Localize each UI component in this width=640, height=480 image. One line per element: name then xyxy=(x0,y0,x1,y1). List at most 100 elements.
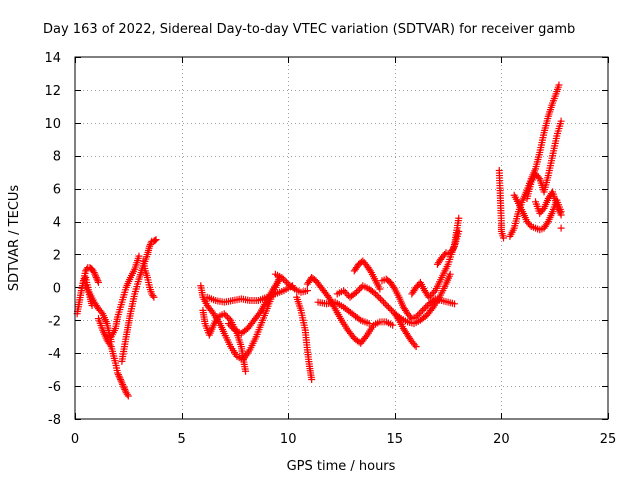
data-series-arc-25 xyxy=(523,117,565,203)
data-series-arc-27 xyxy=(557,224,565,232)
data-point xyxy=(378,297,386,305)
data-point xyxy=(341,288,349,296)
y-tick-label: 6 xyxy=(53,183,61,198)
data-series-arc-19 xyxy=(391,310,420,351)
data-point xyxy=(430,296,438,304)
data-point xyxy=(557,117,565,125)
data-point xyxy=(422,303,430,311)
data-point xyxy=(146,241,154,249)
data-series-arc-13 xyxy=(293,293,316,384)
data-point xyxy=(380,298,388,306)
data-point xyxy=(388,306,396,314)
data-point xyxy=(417,308,425,316)
data-point xyxy=(352,288,360,296)
y-axis-label: SDTVAR / TECUs xyxy=(7,185,22,292)
data-point xyxy=(340,287,348,295)
data-point xyxy=(500,234,508,242)
x-axis-label: GPS time / hours xyxy=(287,459,396,474)
data-point xyxy=(308,376,316,384)
x-tick-label: 15 xyxy=(387,432,404,447)
data-series-arc-02 xyxy=(77,264,102,295)
data-point xyxy=(279,275,287,283)
data-series-arc-26 xyxy=(532,188,565,219)
data-point xyxy=(390,283,398,291)
data-series-arc-20 xyxy=(408,214,463,301)
y-tick-label: 10 xyxy=(44,117,61,132)
data-point xyxy=(376,285,384,293)
data-point xyxy=(106,341,114,349)
data-point xyxy=(114,369,122,377)
data-point xyxy=(414,311,422,319)
data-point xyxy=(228,323,236,331)
data-point xyxy=(115,372,123,380)
x-tick-label: 0 xyxy=(71,432,79,447)
data-series-arc-12 xyxy=(271,270,311,296)
data-point xyxy=(534,173,542,181)
data-point xyxy=(242,367,250,375)
data-point xyxy=(394,315,402,323)
data-point xyxy=(376,295,384,303)
data-series-arc-06 xyxy=(118,236,160,365)
data-point xyxy=(135,252,143,260)
data-point xyxy=(372,290,380,298)
data-point xyxy=(208,308,216,316)
y-tick-label: 8 xyxy=(53,150,61,165)
y-tick-label: 4 xyxy=(53,216,61,231)
data-point xyxy=(90,269,98,277)
data-point xyxy=(366,267,374,275)
data-series-arc-15 xyxy=(314,298,373,328)
y-tick-label: -4 xyxy=(48,347,61,362)
y-tick-label: 2 xyxy=(53,248,61,263)
data-point xyxy=(555,81,563,89)
data-point xyxy=(303,287,311,295)
data-point xyxy=(419,306,427,314)
data-point xyxy=(97,308,105,316)
y-tick-label: 12 xyxy=(44,84,61,99)
data-point xyxy=(220,310,228,318)
data-series-arc-05 xyxy=(107,252,143,341)
data-point xyxy=(455,227,463,235)
x-tick-label: 5 xyxy=(177,432,185,447)
data-point xyxy=(121,385,129,393)
data-series-arc-18 xyxy=(378,275,458,323)
data-point xyxy=(151,236,159,244)
data-point xyxy=(412,313,420,321)
data-point xyxy=(415,310,423,318)
data-point xyxy=(124,392,132,400)
x-tick-label: 20 xyxy=(493,432,510,447)
data-point xyxy=(255,310,263,318)
data-point xyxy=(343,290,351,298)
data-series-arc-14 xyxy=(303,273,397,347)
data-series-arc-07 xyxy=(139,257,158,301)
data-point xyxy=(455,214,463,222)
data-point xyxy=(355,315,363,323)
data-point xyxy=(557,224,565,232)
data-series-arc-22 xyxy=(495,167,508,242)
data-point xyxy=(430,288,438,296)
y-tick-label: 0 xyxy=(53,281,61,296)
tick-layer: 0 5 10 15 20 25 -8 -6 -4 -2 0 2 4 6 8 10 12 14 xyxy=(44,51,616,447)
data-point xyxy=(223,313,231,321)
y-tick-label: 14 xyxy=(44,51,61,66)
data-point xyxy=(278,273,286,281)
data-point xyxy=(91,270,99,278)
data-points-layer xyxy=(73,81,565,400)
y-tick-label: -2 xyxy=(48,314,61,329)
data-point xyxy=(114,371,122,379)
data-point xyxy=(365,320,373,328)
data-point xyxy=(289,284,297,292)
data-series-arc-04 xyxy=(94,315,132,400)
x-tick-label: 10 xyxy=(280,432,297,447)
data-point xyxy=(412,343,420,351)
data-point xyxy=(94,277,102,285)
data-point xyxy=(149,292,157,300)
data-point xyxy=(428,290,436,298)
x-tick-label: 25 xyxy=(600,432,617,447)
data-point xyxy=(557,211,565,219)
data-point xyxy=(123,390,131,398)
data-point xyxy=(383,301,391,309)
data-point xyxy=(446,270,454,278)
data-point xyxy=(420,305,428,313)
data-point xyxy=(150,293,158,301)
